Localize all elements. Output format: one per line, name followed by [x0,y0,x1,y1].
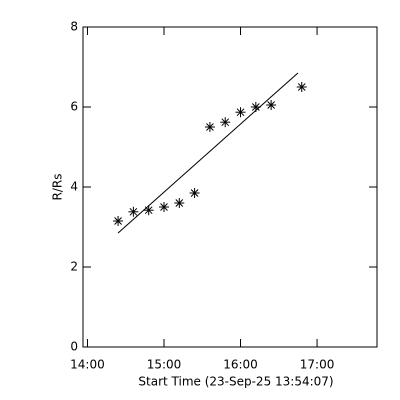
x-tick-label: 15:00 [147,358,182,372]
y-tick-label: 0 [70,340,78,354]
marker-stroke [160,203,168,211]
y-tick-label: 4 [70,180,78,194]
marker [220,117,231,128]
y-axis-label: R/Rs [51,174,65,201]
y-tick-label: 6 [70,100,78,114]
marker-stroke [129,207,138,216]
marker-stroke [251,103,260,111]
marker [235,107,246,118]
x-tick-label: 16:00 [223,358,258,372]
marker [266,100,277,110]
marker [174,198,185,208]
marker-stroke [190,189,199,197]
marker [143,205,154,216]
marker [113,216,124,226]
fit-line [117,72,299,234]
marker-stroke [236,108,245,117]
marker [128,206,139,217]
x-tick-label: 17:00 [300,358,335,372]
marker [189,188,200,198]
marker-stroke [175,199,184,207]
x-tick-label: 14:00 [70,358,105,372]
x-axis-label: Start Time (23-Sep-25 13:54:07) [138,375,333,389]
y-tick-label: 8 [70,20,78,34]
marker-stroke [267,101,275,109]
marker [204,122,215,132]
marker-stroke [206,123,214,131]
marker-stroke [221,118,230,127]
plot-frame [82,26,378,348]
marker-stroke [297,83,306,91]
marker-stroke [114,217,122,225]
marker-stroke [144,206,153,215]
marker [296,82,307,92]
y-tick-label: 2 [70,260,78,274]
marker [158,202,169,212]
